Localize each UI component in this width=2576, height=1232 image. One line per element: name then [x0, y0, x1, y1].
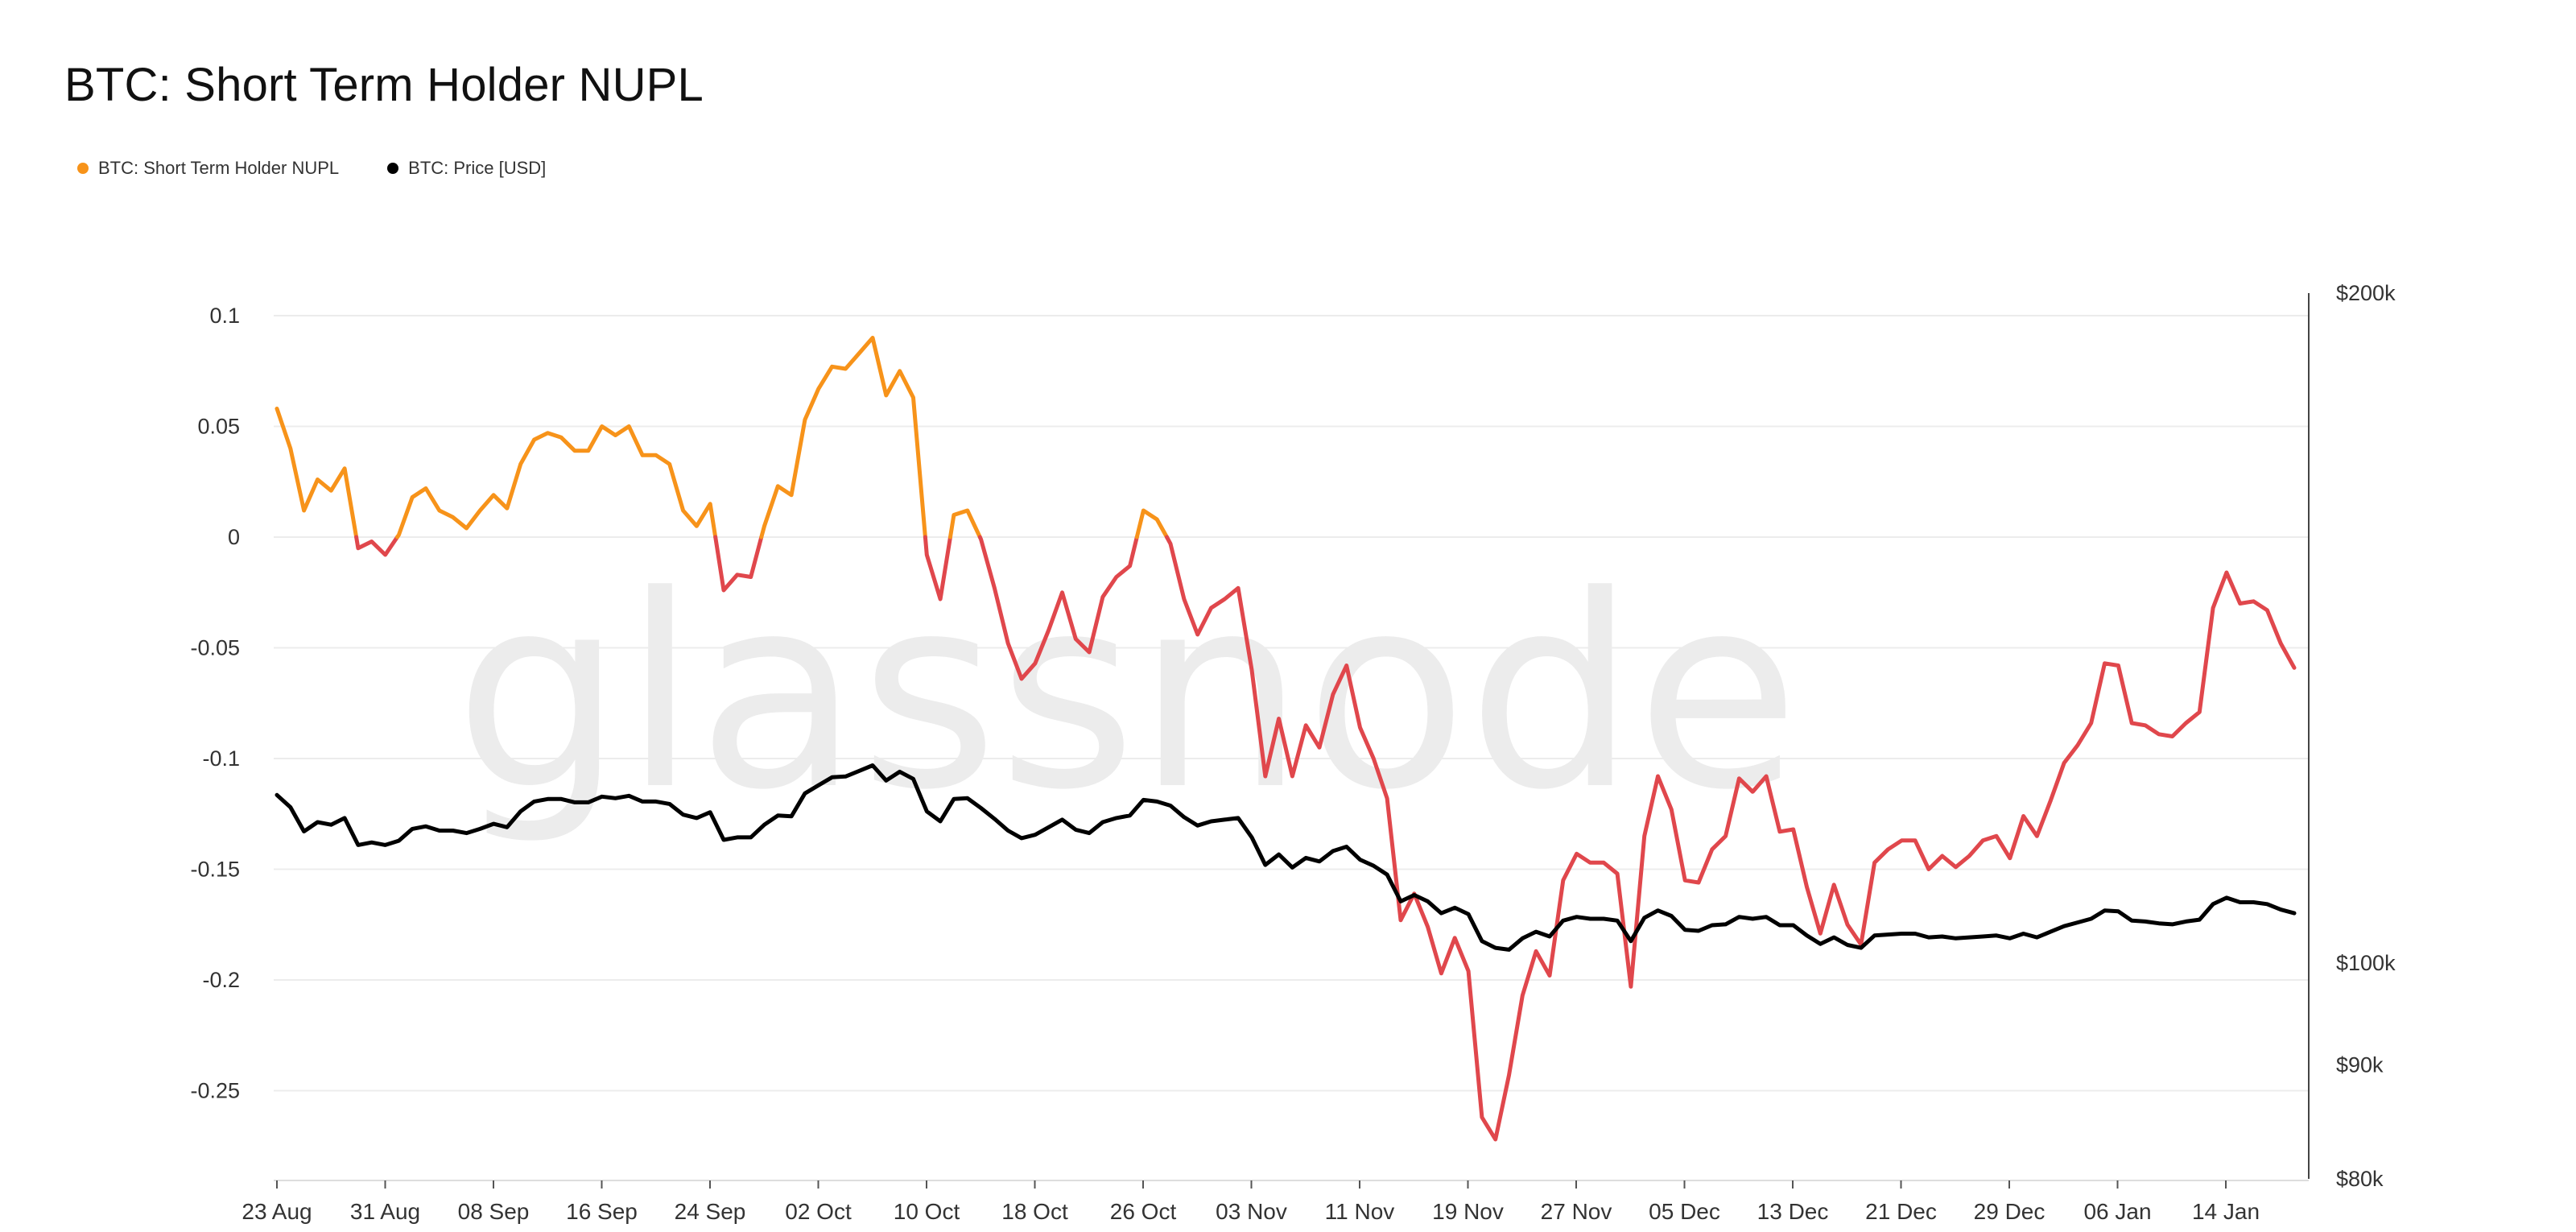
x-tick-label: 02 Oct [785, 1199, 852, 1224]
x-tick-label: 14 Jan [2192, 1199, 2260, 1224]
nupl-line-negative [923, 535, 952, 602]
legend-label-nupl: BTC: Short Term Holder NUPL [98, 158, 340, 178]
chart-title: BTC: Short Term Holder NUPL [64, 59, 704, 111]
y-left-tick-label: 0 [228, 525, 240, 549]
legend-item-nupl[interactable]: BTC: Short Term Holder NUPL [77, 158, 339, 179]
legend-dot-price [387, 163, 399, 174]
x-tick-label: 16 Sep [566, 1199, 638, 1224]
grid-layer [274, 315, 2309, 1092]
x-tick-label: 11 Nov [1325, 1199, 1395, 1224]
y-left-tick-label: -0.25 [190, 1079, 240, 1103]
y-left-tick-label: 0.1 [209, 304, 240, 328]
axis-layer: 0.1 0.05 0 -0.05 -0.1 -0.15 -0.2 -0.25 $200k $100… [190, 281, 2396, 1224]
x-tick-label: 27 Nov [1541, 1199, 1612, 1224]
y-left-tick-label: -0.1 [202, 746, 240, 771]
x-tick-label: 19 Nov [1432, 1199, 1504, 1224]
nupl-line-negative [1165, 535, 2297, 1142]
nupl-line-positive [1134, 508, 1169, 540]
nupl-line-positive [948, 508, 982, 540]
x-tick-label: 10 Oct [894, 1199, 960, 1224]
y-right-tick-label: $100k [2336, 951, 2396, 975]
y-left-tick-label: -0.15 [190, 858, 240, 882]
nupl-line-negative [977, 535, 1139, 681]
x-tick-label: 31 Aug [350, 1199, 420, 1224]
nupl-line-negative [713, 535, 764, 593]
legend-label-price: BTC: Price [USD] [408, 158, 547, 178]
legend-item-price[interactable]: BTC: Price [USD] [387, 158, 546, 179]
x-tick-label: 29 Dec [1974, 1199, 2046, 1224]
y-right-tick-label: $200k [2336, 281, 2396, 305]
x-tick-label: 26 Oct [1110, 1199, 1177, 1224]
watermark-glassnode: glassnode [455, 539, 1800, 848]
y-left-tick-label: -0.05 [190, 636, 240, 660]
y-right-tick-label: $90k [2336, 1053, 2384, 1077]
price-line [275, 763, 2297, 952]
x-tick-label: 23 Aug [242, 1199, 312, 1224]
x-tick-label: 18 Oct [1001, 1199, 1068, 1224]
legend-dot-nupl [77, 163, 89, 174]
x-tick-label: 21 Dec [1865, 1199, 1937, 1224]
x-tick-label: 08 Sep [458, 1199, 530, 1224]
x-tick-label: 03 Nov [1216, 1199, 1287, 1224]
x-tick-label: 24 Sep [675, 1199, 746, 1224]
series-layer [275, 336, 2297, 1142]
legend: BTC: Short Term Holder NUPL BTC: Price [… [77, 158, 546, 179]
y-left-tick-label: -0.2 [202, 968, 240, 992]
nupl-line-negative [354, 535, 399, 557]
nupl-line-positive [395, 424, 718, 540]
y-left-tick-label: 0.05 [197, 415, 240, 439]
nupl-line-positive [759, 336, 927, 540]
x-tick-label: 06 Jan [2083, 1199, 2151, 1224]
x-tick-label: 05 Dec [1649, 1199, 1720, 1224]
nupl-line-positive [275, 407, 359, 540]
x-tick-label: 13 Dec [1757, 1199, 1829, 1224]
y-right-tick-label: $80k [2336, 1167, 2384, 1191]
